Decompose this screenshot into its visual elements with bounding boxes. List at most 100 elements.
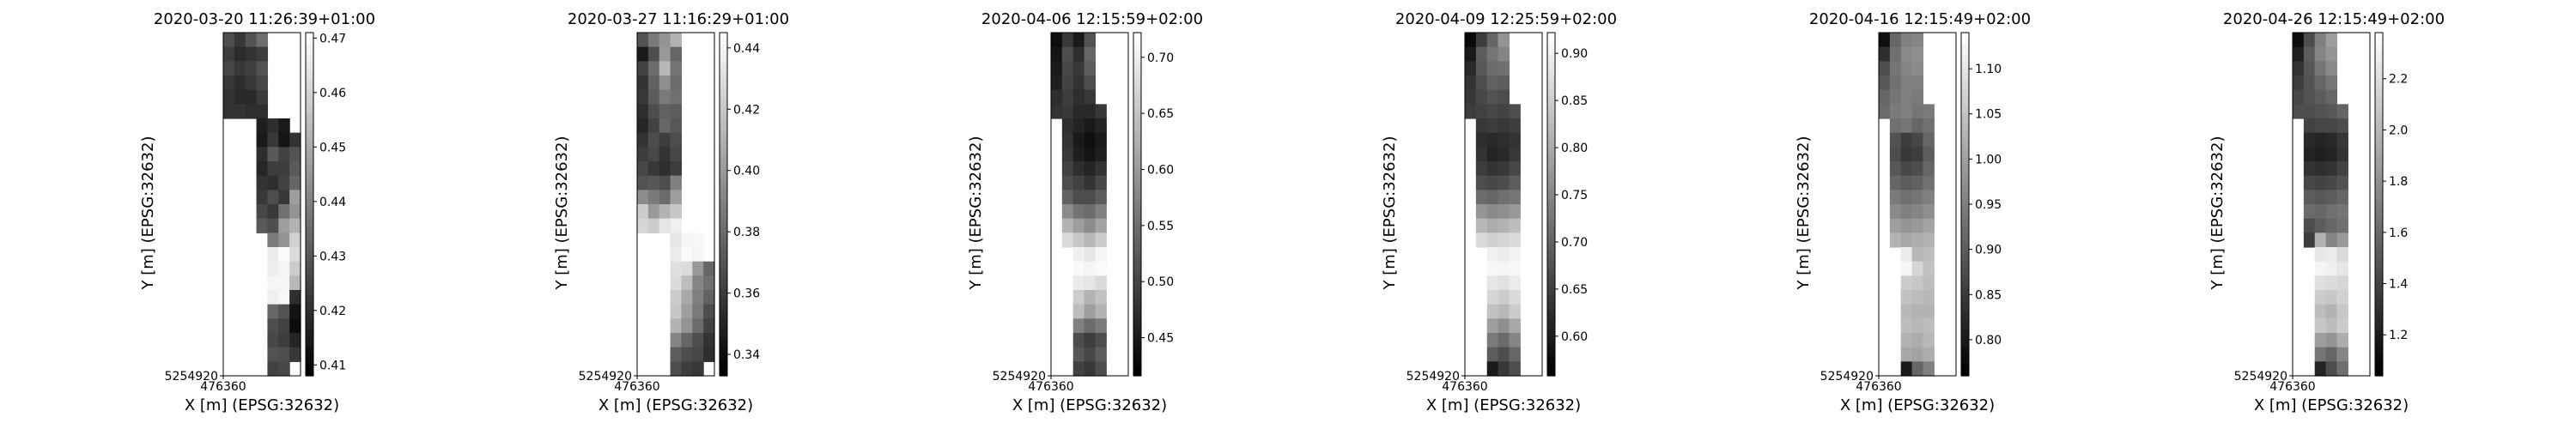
raster-cell (1889, 233, 1902, 248)
raster-cell (1900, 76, 1913, 91)
panel-title: 2020-03-27 11:16:29+01:00 (568, 10, 789, 28)
colorbar-segment (1547, 284, 1555, 291)
raster-cell (256, 132, 269, 148)
raster-cell (1072, 161, 1085, 177)
x-axis-label: X [m] (EPSG:32632) (2254, 396, 2409, 414)
raster-cell (1084, 132, 1097, 148)
raster-cell (234, 46, 246, 62)
colorbar-segment (720, 290, 727, 297)
colorbar-segment (1961, 198, 1969, 205)
raster-cell (1923, 290, 1935, 305)
colorbar-segment (2375, 250, 2383, 257)
raster-cell (223, 61, 235, 76)
colorbar-segment (720, 141, 727, 148)
colorbar-segment (720, 256, 727, 263)
colorbar-tick-label: 0.42 (319, 305, 346, 318)
raster-cell (1095, 261, 1107, 276)
raster-cell (1900, 261, 1913, 276)
raster-cell (692, 275, 704, 291)
colorbar-segment (2375, 170, 2383, 177)
colorbar-segment (1133, 136, 1141, 142)
raster-cell (234, 89, 246, 105)
colorbar-segment (720, 273, 727, 280)
colorbar-segment (1133, 67, 1141, 74)
colorbar-segment (2375, 124, 2383, 130)
colorbar-tick-label: 2.2 (2389, 73, 2408, 87)
raster-cell (1061, 218, 1074, 233)
raster-cell (2303, 233, 2316, 248)
raster-cell (637, 46, 649, 62)
raster-cell (1889, 33, 1902, 48)
colorbar-segment (1133, 227, 1141, 233)
colorbar-segment (1547, 295, 1555, 302)
raster-cell (1475, 204, 1488, 220)
raster-cell (267, 304, 279, 319)
raster-cell (637, 33, 649, 48)
raster-cell (1084, 347, 1097, 362)
colorbar-segment (1547, 187, 1555, 194)
raster-cell (1900, 104, 1913, 119)
raster-cell (1498, 275, 1510, 291)
y-tick-label: 5254920 (1406, 370, 1460, 384)
raster-cell (1509, 104, 1521, 119)
colorbar-segment (1547, 44, 1555, 51)
raster-cell (1475, 218, 1488, 233)
raster-cell (692, 247, 704, 263)
axes-frame (1878, 32, 1957, 377)
colorbar-segment (2375, 359, 2383, 366)
colorbar-segment (1961, 278, 1969, 285)
colorbar-segment (720, 67, 727, 74)
colorbar-tick-label: 0.38 (733, 226, 760, 239)
colorbar-segment (306, 239, 313, 245)
colorbar-segment (720, 370, 727, 377)
raster-cell (2325, 89, 2338, 105)
colorbar-segment (720, 192, 727, 199)
raster-cell (1061, 161, 1074, 177)
colorbar-segment (2375, 256, 2383, 263)
raster-cell (1509, 261, 1521, 276)
colorbar-tick-label: 0.42 (733, 103, 760, 117)
raster-cell (1072, 190, 1085, 205)
raster-cell (1900, 175, 1913, 190)
raster-cell (1072, 132, 1085, 148)
raster-cell (2336, 147, 2348, 162)
colorbar-segment (1547, 301, 1555, 308)
raster-cell (692, 333, 704, 348)
colorbar-segment (720, 61, 727, 68)
colorbar-segment (306, 44, 313, 51)
raster-cell (1486, 318, 1499, 334)
raster-cell (234, 104, 246, 119)
colorbar-segment (720, 209, 727, 216)
colorbar-segment (720, 170, 727, 177)
raster-cell (1509, 118, 1521, 134)
colorbar-segment (2375, 204, 2383, 211)
colorbar-tick-label: 0.41 (319, 359, 346, 372)
raster-cell (703, 304, 715, 319)
raster-cell (278, 290, 290, 305)
axes-frame (1464, 32, 1543, 377)
raster-cell (267, 275, 279, 291)
colorbar-segment (1961, 67, 1969, 74)
colorbar-segment (1547, 84, 1555, 91)
raster-cell (1923, 247, 1935, 263)
colorbar-segment (1133, 55, 1141, 62)
raster-cell (637, 147, 649, 162)
colorbar-segment (2375, 130, 2383, 136)
raster-cell (1911, 118, 1924, 134)
colorbar-segment (2375, 301, 2383, 308)
raster-cell (1889, 61, 1902, 76)
raster-cell (1072, 218, 1085, 233)
y-tick-label: 5254920 (165, 370, 218, 384)
raster-cell (647, 147, 660, 162)
raster-cell (234, 61, 246, 76)
y-axis-label: Y [m] (EPSG:32632) (139, 136, 157, 291)
raster-cell (2303, 89, 2316, 105)
colorbar-segment (2375, 55, 2383, 62)
raster-cell (1486, 333, 1499, 348)
raster-cell (670, 89, 683, 105)
colorbar-segment (720, 38, 727, 45)
raster-cell (1509, 361, 1521, 377)
colorbar-segment (1961, 181, 1969, 188)
colorbar-segment (1133, 215, 1141, 222)
colorbar-segment (1961, 324, 1969, 331)
